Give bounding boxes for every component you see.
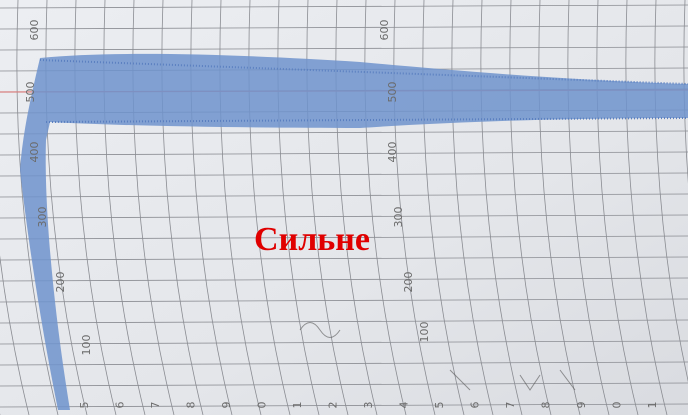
grid-arc: [509, 0, 552, 415]
grid-line: [0, 382, 688, 387]
bottom-label: 7: [149, 402, 162, 409]
bottom-label: 6: [114, 402, 127, 409]
bottom-label: 3: [362, 402, 375, 409]
grid-arc: [422, 0, 465, 415]
bottom-label: 1: [646, 402, 659, 409]
grid-line: [0, 46, 688, 51]
scale-label: 100: [80, 335, 93, 356]
scale-label: 300: [392, 207, 405, 228]
scale-label: 300: [36, 207, 49, 228]
grid-arc: [480, 0, 523, 415]
grid-line: [0, 256, 688, 261]
grid-arc: [335, 0, 378, 415]
bottom-label: 8: [540, 402, 553, 409]
grid-arc: [596, 0, 639, 415]
grid-arc: [538, 0, 581, 415]
grid-line: [0, 319, 688, 324]
scale-label: 600: [28, 20, 41, 41]
grid-arc: [16, 0, 59, 415]
grid-line: [0, 298, 688, 303]
recorded-trace: [20, 53, 688, 411]
bottom-label: 7: [504, 402, 517, 409]
scale-label: 400: [28, 142, 41, 163]
grid-arc: [364, 0, 407, 415]
trace-noise: [39, 59, 688, 85]
bottom-label: 6: [469, 402, 482, 409]
grid-line: [0, 340, 688, 345]
bottom-label: 4: [398, 402, 411, 409]
grid-line: [0, 214, 688, 219]
grid-line: [0, 277, 688, 282]
grid-arc: [451, 0, 494, 415]
bottom-label: 0: [611, 402, 624, 409]
grid-line: [0, 4, 688, 9]
grid-arc: [683, 0, 688, 184]
grid-line: [0, 361, 688, 366]
grid-arc: [654, 0, 688, 383]
grid-line: [0, 235, 688, 240]
grid-arc: [0, 255, 30, 415]
grid-line: [0, 151, 688, 156]
grid-line: [0, 172, 688, 177]
scale-label: 600: [378, 20, 391, 41]
grid-arc: [567, 0, 610, 415]
bottom-label: 2: [327, 402, 340, 409]
scale-label: 200: [54, 272, 67, 293]
grid-line: [0, 25, 688, 30]
bottom-label: 5: [78, 402, 91, 409]
scale-label: 400: [386, 142, 399, 163]
grid-line: [0, 130, 688, 135]
scale-label: 200: [402, 272, 415, 293]
grid-arc: [625, 0, 668, 415]
handwriting: [299, 322, 576, 391]
bottom-label: 9: [220, 402, 233, 409]
bottom-label: 5: [433, 402, 446, 409]
bottom-label: 1: [291, 402, 304, 409]
scale-label: 100: [418, 322, 431, 343]
scale-label: 500: [24, 82, 37, 103]
overlay-label: Сильне: [254, 221, 370, 258]
scale-label: 500: [386, 82, 399, 103]
bottom-label: 8: [185, 402, 198, 409]
bottom-label: 0: [256, 402, 269, 409]
bottom-label: 9: [575, 402, 588, 409]
grid-arc: [393, 0, 436, 415]
grid-line: [0, 403, 688, 408]
trace-noise: [45, 117, 688, 123]
